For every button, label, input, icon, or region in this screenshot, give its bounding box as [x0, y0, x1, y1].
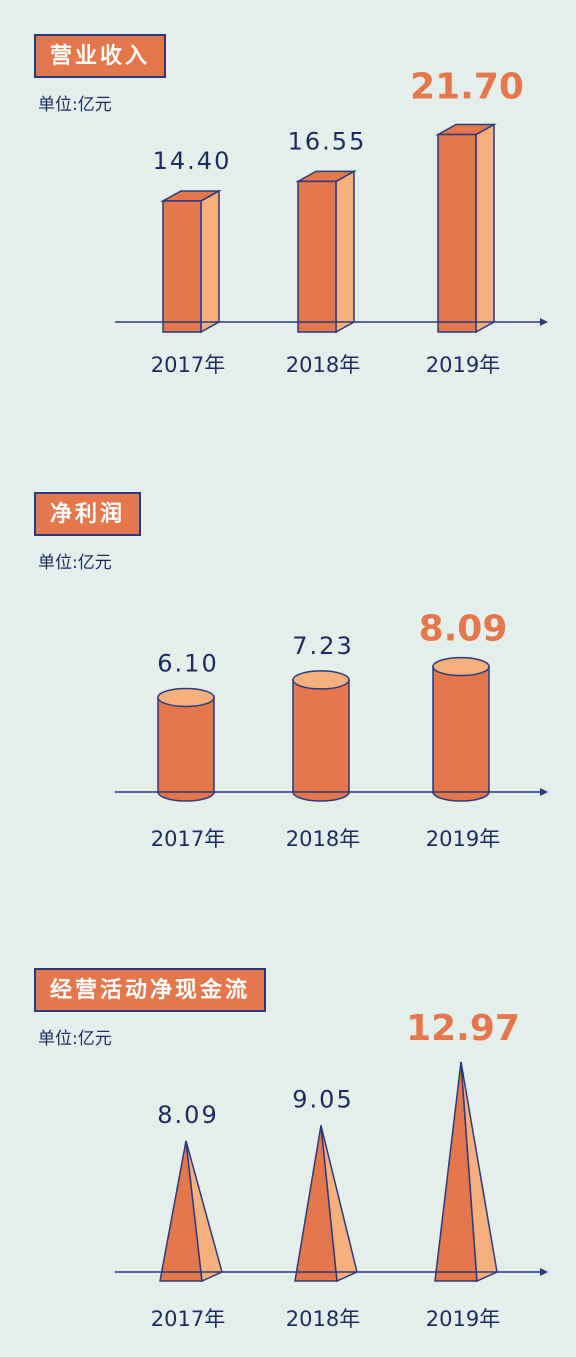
value-label: 16.55: [288, 127, 367, 155]
bar: [157, 687, 215, 802]
value-label: 21.70: [410, 67, 524, 108]
revenue-chart: 14.40 2017年 16.55 2018年 21.70 2019年: [115, 67, 548, 377]
x-axis-arrow: [540, 1268, 548, 1276]
value-label: 12.97: [406, 1008, 520, 1049]
year-label: 2017年: [151, 1307, 225, 1331]
value-label: 9.05: [292, 1085, 353, 1113]
chart-panel-net-profit: 净利润 单位:亿元 6.10 2017年 7.23 2018年 8.09 2019年: [0, 460, 576, 880]
year-label: 2018年: [286, 353, 360, 377]
value-label: 7.23: [292, 632, 353, 660]
year-label: 2019年: [426, 1307, 500, 1331]
unit-label: 单位:亿元: [38, 553, 112, 573]
chart-panel-revenue: 营业收入 单位:亿元 14.40 2017年 16.55 2018年 21.70 2019…: [0, 0, 576, 420]
bar-front: [162, 200, 202, 333]
year-label: 2017年: [151, 827, 225, 851]
bar: [435, 123, 497, 334]
bar-side: [460, 1061, 498, 1283]
value-label: 8.09: [157, 1101, 218, 1129]
bar-top: [157, 687, 215, 708]
bar-top: [432, 656, 490, 677]
bar: [292, 670, 350, 802]
chart-title: 经营活动净现金流: [34, 968, 267, 1012]
year-label: 2019年: [426, 827, 500, 851]
bar: [159, 1140, 223, 1283]
bar-side: [185, 1140, 223, 1283]
x-axis-arrow: [540, 318, 548, 326]
bar-top: [292, 670, 350, 690]
bar-side: [200, 189, 220, 334]
value-label: 14.40: [153, 147, 232, 175]
x-axis-arrow: [540, 788, 548, 796]
chart-title: 净利润: [34, 492, 142, 536]
bar-front: [437, 133, 477, 333]
year-label: 2018年: [286, 827, 360, 851]
bar-side: [320, 1125, 358, 1283]
cash-flow-chart: 8.09 2017年 9.05 2018年 12.97 2019年: [115, 1008, 548, 1331]
bar: [432, 656, 490, 802]
bar-side: [475, 123, 495, 334]
value-label: 6.10: [157, 649, 218, 677]
bar-front: [297, 180, 337, 333]
bar: [160, 189, 222, 334]
bar-body: [157, 696, 215, 802]
unit-label: 单位:亿元: [38, 95, 112, 115]
bar: [434, 1061, 498, 1283]
year-label: 2017年: [151, 353, 225, 377]
net-profit-chart: 6.10 2017年 7.23 2018年 8.09 2019年: [115, 609, 548, 851]
value-label: 8.09: [419, 609, 508, 650]
chart-title: 营业收入: [34, 34, 167, 78]
bar: [294, 1125, 358, 1283]
bar-body: [432, 665, 490, 802]
bar: [295, 170, 357, 334]
chart-panel-cash-flow: 经营活动净现金流 单位:亿元 8.09 2017年 9.05 2018年 12.97 20…: [0, 940, 576, 1357]
bar-body: [292, 679, 350, 802]
unit-label: 单位:亿元: [38, 1029, 112, 1049]
year-label: 2018年: [286, 1307, 360, 1331]
year-label: 2019年: [426, 353, 500, 377]
bar-side: [335, 170, 355, 334]
